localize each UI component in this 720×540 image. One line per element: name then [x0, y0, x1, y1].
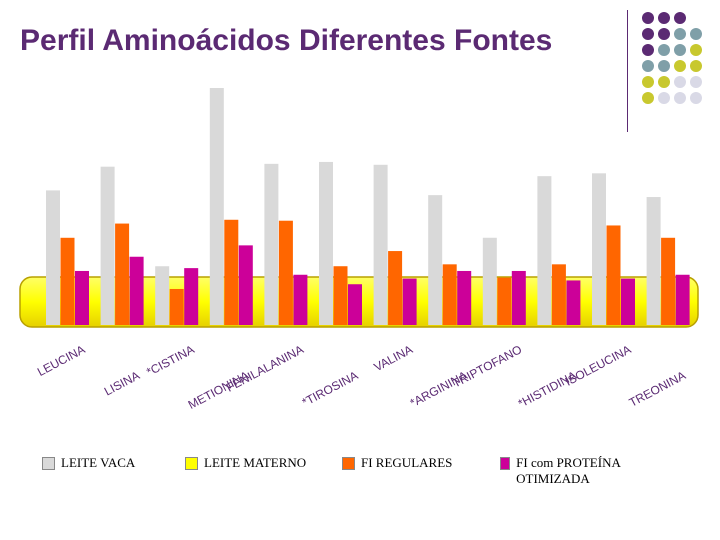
x-tick-label: TRIPTOFANO — [450, 342, 524, 390]
bar-leite-vaca-9 — [537, 176, 552, 325]
bar-leite-vaca-11 — [646, 197, 661, 325]
chart-title: Perfil Aminoácidos Diferentes Fontes — [20, 24, 553, 57]
bar-leite-vaca-4 — [264, 163, 279, 325]
bar-fi-com-prote-na-otimizada-5 — [348, 284, 362, 325]
bar-fi-regulares-0 — [60, 237, 75, 325]
decorative-dot-grid — [642, 12, 702, 104]
x-tick-label: TREONINA — [627, 368, 688, 409]
legend-swatch — [42, 457, 55, 470]
legend-label: FI REGULARES — [361, 455, 453, 470]
bar-fi-com-prote-na-otimizada-10 — [621, 278, 635, 325]
decorative-divider — [627, 10, 628, 132]
bar-fi-regulares-8 — [497, 277, 512, 325]
decor-dot — [690, 44, 702, 56]
decor-dot — [658, 60, 670, 72]
x-tick-label: *CISTINA — [144, 342, 196, 379]
legend-item: LEITE VACA — [42, 455, 135, 471]
decor-dot — [642, 76, 654, 88]
bar-fi-com-prote-na-otimizada-8 — [511, 270, 526, 325]
decor-dot — [674, 92, 686, 104]
bar-leite-vaca-7 — [428, 195, 443, 325]
bar-fi-com-prote-na-otimizada-0 — [75, 270, 89, 325]
decor-dot — [674, 28, 686, 40]
bar-leite-vaca-10 — [592, 173, 606, 325]
legend-label: LEITE MATERNO — [204, 455, 307, 470]
bar-fi-com-prote-na-otimizada-11 — [675, 274, 690, 325]
decor-dot — [642, 12, 654, 24]
decor-dot — [690, 76, 702, 88]
bar-fi-regulares-10 — [606, 225, 621, 325]
decor-dot — [674, 76, 686, 88]
bar-leite-vaca-2 — [155, 266, 170, 325]
x-tick-label: LISINA — [102, 368, 142, 398]
decor-dot — [674, 60, 686, 72]
bar-fi-com-prote-na-otimizada-9 — [566, 280, 581, 325]
decor-dot — [642, 28, 654, 40]
decor-dot — [642, 60, 654, 72]
bar-fi-regulares-11 — [661, 237, 676, 325]
decor-dot — [690, 60, 702, 72]
decor-dot — [658, 28, 670, 40]
bar-fi-regulares-3 — [224, 219, 239, 325]
bar-fi-com-prote-na-otimizada-2 — [184, 268, 199, 325]
legend-item: LEITE MATERNO — [185, 455, 306, 471]
legend-item: FI REGULARES — [342, 455, 452, 471]
legend-label: LEITE VACA — [61, 455, 136, 470]
decor-dot — [642, 44, 654, 56]
decor-dot — [674, 12, 686, 24]
bar-chart: LEUCINALISINA*CISTINAMETIONINAFENILALANI… — [19, 88, 699, 412]
bar-fi-com-prote-na-otimizada-6 — [402, 278, 417, 325]
bar-fi-regulares-5 — [333, 266, 348, 325]
bar-fi-regulares-4 — [278, 220, 293, 325]
legend-label: FI com PROTEÍNA OTIMIZADA — [516, 455, 621, 486]
decor-dot — [658, 12, 670, 24]
bar-fi-regulares-1 — [115, 223, 130, 325]
legend-swatch — [342, 457, 355, 470]
decor-dot — [658, 44, 670, 56]
bar-fi-com-prote-na-otimizada-4 — [293, 274, 308, 325]
legend-swatch — [185, 457, 198, 470]
x-tick-label: *TIROSINA — [300, 368, 361, 409]
decor-dot — [658, 92, 670, 104]
bar-fi-regulares-2 — [169, 288, 184, 325]
bar-fi-regulares-7 — [442, 264, 457, 325]
x-tick-label: VALINA — [372, 342, 415, 374]
decor-dot — [658, 76, 670, 88]
decor-dot — [674, 44, 686, 56]
bar-leite-vaca-0 — [46, 190, 60, 325]
bar-leite-vaca-6 — [373, 164, 388, 325]
bar-leite-vaca-1 — [100, 166, 115, 325]
x-tick-label: FENILALANINA — [224, 342, 306, 394]
legend-swatch — [500, 457, 511, 470]
x-tick-label: ISOLEUCINA — [563, 342, 634, 388]
bar-fi-com-prote-na-otimizada-7 — [457, 270, 472, 325]
decor-dot — [690, 28, 702, 40]
bar-fi-regulares-6 — [388, 251, 403, 325]
bar-fi-regulares-9 — [551, 264, 566, 325]
x-tick-label: LEUCINA — [35, 342, 87, 379]
bar-leite-vaca-3 — [209, 88, 224, 325]
decor-dot — [690, 92, 702, 104]
bar-leite-vaca-8 — [482, 237, 497, 325]
bar-leite-vaca-5 — [319, 161, 333, 325]
legend-item: FI com PROTEÍNA OTIMIZADA — [500, 455, 650, 487]
bar-fi-com-prote-na-otimizada-3 — [238, 245, 253, 325]
decor-dot — [642, 92, 654, 104]
bar-fi-com-prote-na-otimizada-1 — [129, 256, 144, 325]
